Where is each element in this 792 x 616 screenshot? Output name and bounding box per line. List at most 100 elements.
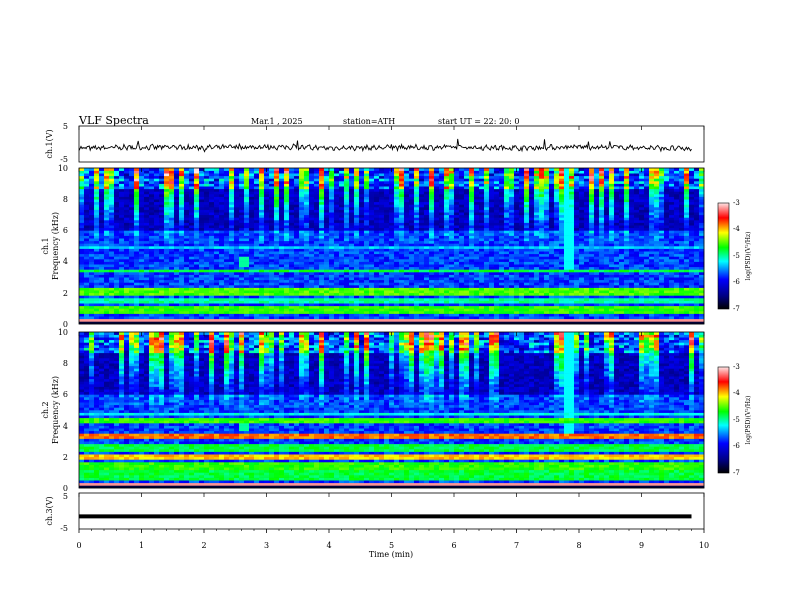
ch1-spectrogram-cell: [354, 285, 360, 288]
ch1-spectrogram-cell: [254, 300, 260, 304]
ch1-spectrogram-cell: [324, 272, 330, 275]
ch1-spectrogram-cell: [144, 194, 150, 197]
ch1-spectrogram-cell: [474, 300, 480, 304]
ch1-spectrogram-cell: [254, 277, 260, 281]
ch1-spectrogram-cell: [89, 227, 95, 231]
ch1-spectrogram-cell: [309, 251, 315, 255]
ch1-spectrogram-cell: [214, 248, 220, 252]
ch1-spectrogram-cell: [344, 225, 350, 229]
ch1-spectrogram-cell: [324, 298, 330, 301]
ch1-spectrogram-cell: [389, 191, 395, 195]
ch1-spectrogram-cell: [474, 295, 480, 299]
ch1-spectrogram-cell: [134, 282, 140, 286]
ch1-spectrogram-cell: [464, 264, 470, 268]
ch1-spectrogram-cell: [489, 173, 495, 177]
ch1-spectrogram-cell: [484, 272, 490, 275]
ch1-spectrogram-cell: [209, 261, 215, 265]
ch1-spectrogram-cell: [399, 186, 405, 190]
ch1-spectrogram-cell: [249, 230, 255, 234]
ch1-spectrogram-cell: [379, 222, 385, 226]
ch1-spectrogram-cell: [394, 256, 400, 260]
ch1-spectrogram-cell: [284, 311, 290, 314]
ch1-spectrogram-cell: [464, 191, 470, 195]
ch1-spectrogram-cell: [459, 246, 465, 249]
ch1-spectrogram-cell: [349, 316, 355, 320]
ch1-spectrogram-cell: [94, 217, 100, 221]
ch1-spectrogram-cell: [239, 204, 245, 208]
ch1-spectrogram-cell: [124, 253, 130, 257]
ch1-spectrogram-cell: [109, 287, 115, 291]
ch1-spectrogram-cell: [214, 259, 220, 262]
ch1-spectrogram-cell: [314, 256, 320, 260]
ch1-spectrogram-cell: [159, 269, 165, 273]
ch1-spectrogram-cell: [434, 199, 440, 203]
ch1-spectrogram-cell: [374, 292, 380, 296]
ch1-spectrogram-cell: [489, 311, 495, 314]
ch1-spectrogram-cell: [309, 186, 315, 190]
ch1-spectrogram-cell: [124, 246, 130, 249]
ch1-spectrogram-cell: [284, 303, 290, 307]
ch1-spectrogram-cell: [414, 209, 420, 213]
ch1-spectrogram-cell: [279, 266, 285, 270]
ch1-spectrogram-cell: [239, 212, 245, 216]
ch1-spectrogram-cell: [404, 217, 410, 221]
ch1-spectrogram-cell: [249, 259, 255, 262]
ch1-spectrogram-cell: [209, 285, 215, 288]
ch1-spectrogram-cell: [474, 204, 480, 208]
ch1-spectrogram-cell: [409, 266, 415, 270]
ch1-spectrogram-cell: [279, 290, 285, 294]
ch1-spectrogram-cell: [404, 204, 410, 208]
ch1-spectrogram-cell: [89, 183, 95, 187]
ch1-spectrogram-cell: [469, 261, 475, 265]
ch1-spectrogram-cell: [149, 181, 155, 184]
ch1-spectrogram-cell: [429, 217, 435, 221]
ch1-spectrogram-cell: [319, 225, 325, 229]
ch1-spectrogram-cell: [404, 230, 410, 234]
ch1-spectrogram-cell: [184, 279, 190, 283]
ch1-spectrogram-cell: [269, 290, 275, 294]
ch1-spectrogram-cell: [354, 266, 360, 270]
ch1-spectrogram-cell: [399, 207, 405, 210]
ch1-spectrogram-cell: [204, 313, 210, 317]
ch1-spectrogram-cell: [394, 227, 400, 231]
ch1-spectrogram-cell: [454, 191, 460, 195]
ch1-spectrogram-cell: [204, 321, 210, 325]
ch1-spectrogram-cell: [139, 186, 145, 190]
ch1-spectrogram-cell: [164, 233, 170, 236]
ch1-spectrogram-cell: [369, 181, 375, 184]
ch1-spectrogram-cell: [324, 313, 330, 317]
ch1-spectrogram-cell: [294, 170, 300, 174]
ch1-spectrogram-cell: [104, 246, 110, 249]
ch1-spectrogram-cell: [424, 212, 430, 216]
ch1-spectrogram-cell: [174, 253, 180, 257]
ch1-spectrogram-cell: [469, 230, 475, 234]
ch1-spectrogram-cell: [99, 318, 105, 322]
ch1-spectrogram-cell: [359, 248, 365, 252]
ch1-spectrogram-cell: [409, 243, 415, 247]
ch1-spectrogram-cell: [184, 170, 190, 174]
ch1-spectrogram-cell: [144, 186, 150, 190]
ch1-spectrogram-cell: [309, 298, 315, 301]
ch1-spectrogram-cell: [184, 246, 190, 249]
ch1-spectrogram-cell: [154, 199, 160, 203]
ch1-spectrogram-cell: [259, 264, 265, 268]
ch1-spectrogram-cell: [134, 279, 140, 283]
ch1-spectrogram-cell: [149, 175, 155, 179]
ch1-spectrogram-cell: [254, 308, 260, 312]
ch1-spectrogram-cell: [479, 199, 485, 203]
ch1-spectrogram-cell: [294, 204, 300, 208]
ch1-spectrogram-cell: [369, 274, 375, 278]
ch1-spectrogram-cell: [479, 173, 485, 177]
ch1-spectrogram-cell: [444, 222, 450, 226]
ch1-spectrogram-cell: [144, 212, 150, 216]
ch1-spectrogram-cell: [244, 233, 250, 236]
ch1-spectrogram-cell: [254, 272, 260, 275]
ch1-spectrogram-cell: [219, 238, 225, 242]
ch1-spectrogram-cell: [104, 300, 110, 304]
ch1-spectrogram-cell: [189, 313, 195, 317]
ch1-spectrogram-cell: [229, 191, 235, 195]
ch1-spectrogram-cell: [294, 240, 300, 244]
ch1-spectrogram-cell: [184, 227, 190, 231]
ch1-spectrogram-cell: [299, 279, 305, 283]
ch1-spectrogram-cell: [369, 168, 375, 171]
